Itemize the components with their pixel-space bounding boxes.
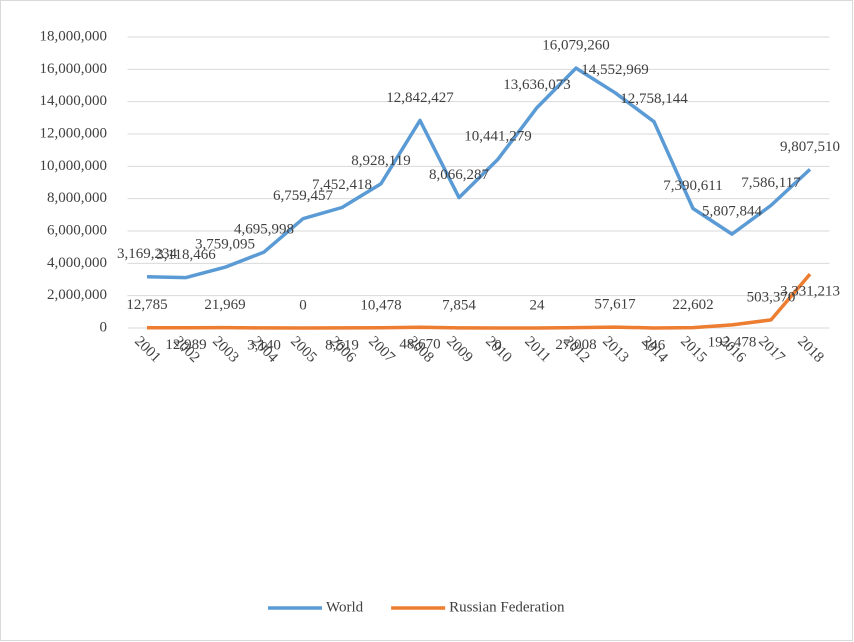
data-label: 4,695,998	[234, 222, 294, 238]
data-label: 24	[530, 297, 546, 313]
legend-label: World	[326, 599, 364, 615]
data-label: 12,842,427	[386, 90, 454, 106]
data-label: 3,140	[247, 337, 281, 353]
data-label: 7,452,418	[312, 177, 372, 193]
data-label: 0	[299, 297, 307, 313]
data-label: 12,758,144	[620, 91, 688, 107]
y-tick-label: 2,000,000	[47, 287, 107, 303]
data-label: 12,989	[165, 337, 206, 353]
y-tick-label: 6,000,000	[47, 222, 107, 238]
data-label: 7,390,611	[663, 178, 722, 194]
data-label: 8,519	[325, 337, 359, 353]
data-label: 57,617	[594, 297, 636, 313]
data-label: 8,928,119	[351, 153, 410, 169]
data-label: 3,331,213	[780, 284, 840, 300]
data-label: 10,441,279	[464, 129, 532, 145]
page: 0 2,000,000 4,000,000 6,000,000 8,000,000 10,…	[0, 0, 854, 642]
y-tick-label: 4,000,000	[47, 255, 107, 271]
data-label: 8,066,287	[429, 167, 490, 183]
data-label: 5,807,844	[702, 204, 763, 220]
y-tick-label: 16,000,000	[40, 61, 108, 77]
chart: 0 2,000,000 4,000,000 6,000,000 8,000,000 10,…	[0, 0, 854, 642]
data-label: 12,785	[126, 297, 167, 313]
data-label: 16,079,260	[542, 37, 610, 53]
data-label: 3,759,095	[195, 237, 255, 253]
data-label: 10,478	[360, 297, 401, 313]
data-label: 48,670	[399, 337, 440, 353]
legend-label: Russian Federation	[449, 599, 565, 615]
data-label: 22,602	[672, 297, 713, 313]
data-label: 27,008	[555, 337, 596, 353]
y-tick-label: 18,000,000	[40, 28, 108, 44]
data-label: 13,636,073	[503, 77, 571, 93]
y-tick-label: 0	[100, 319, 108, 335]
data-label: 146	[643, 337, 666, 353]
y-tick-label: 14,000,000	[40, 93, 108, 109]
data-label: 21,969	[204, 297, 245, 313]
y-tick-label: 10,000,000	[40, 158, 108, 174]
data-label: 7,586,117	[741, 175, 801, 191]
data-label: 0	[494, 337, 502, 353]
data-label: 14,552,969	[581, 62, 649, 78]
y-tick-label: 8,000,000	[47, 190, 107, 206]
data-label: 7,854	[442, 297, 476, 313]
data-label: 9,807,510	[780, 139, 840, 155]
data-label: 192,478	[708, 334, 757, 350]
y-tick-label: 12,000,000	[40, 125, 108, 141]
